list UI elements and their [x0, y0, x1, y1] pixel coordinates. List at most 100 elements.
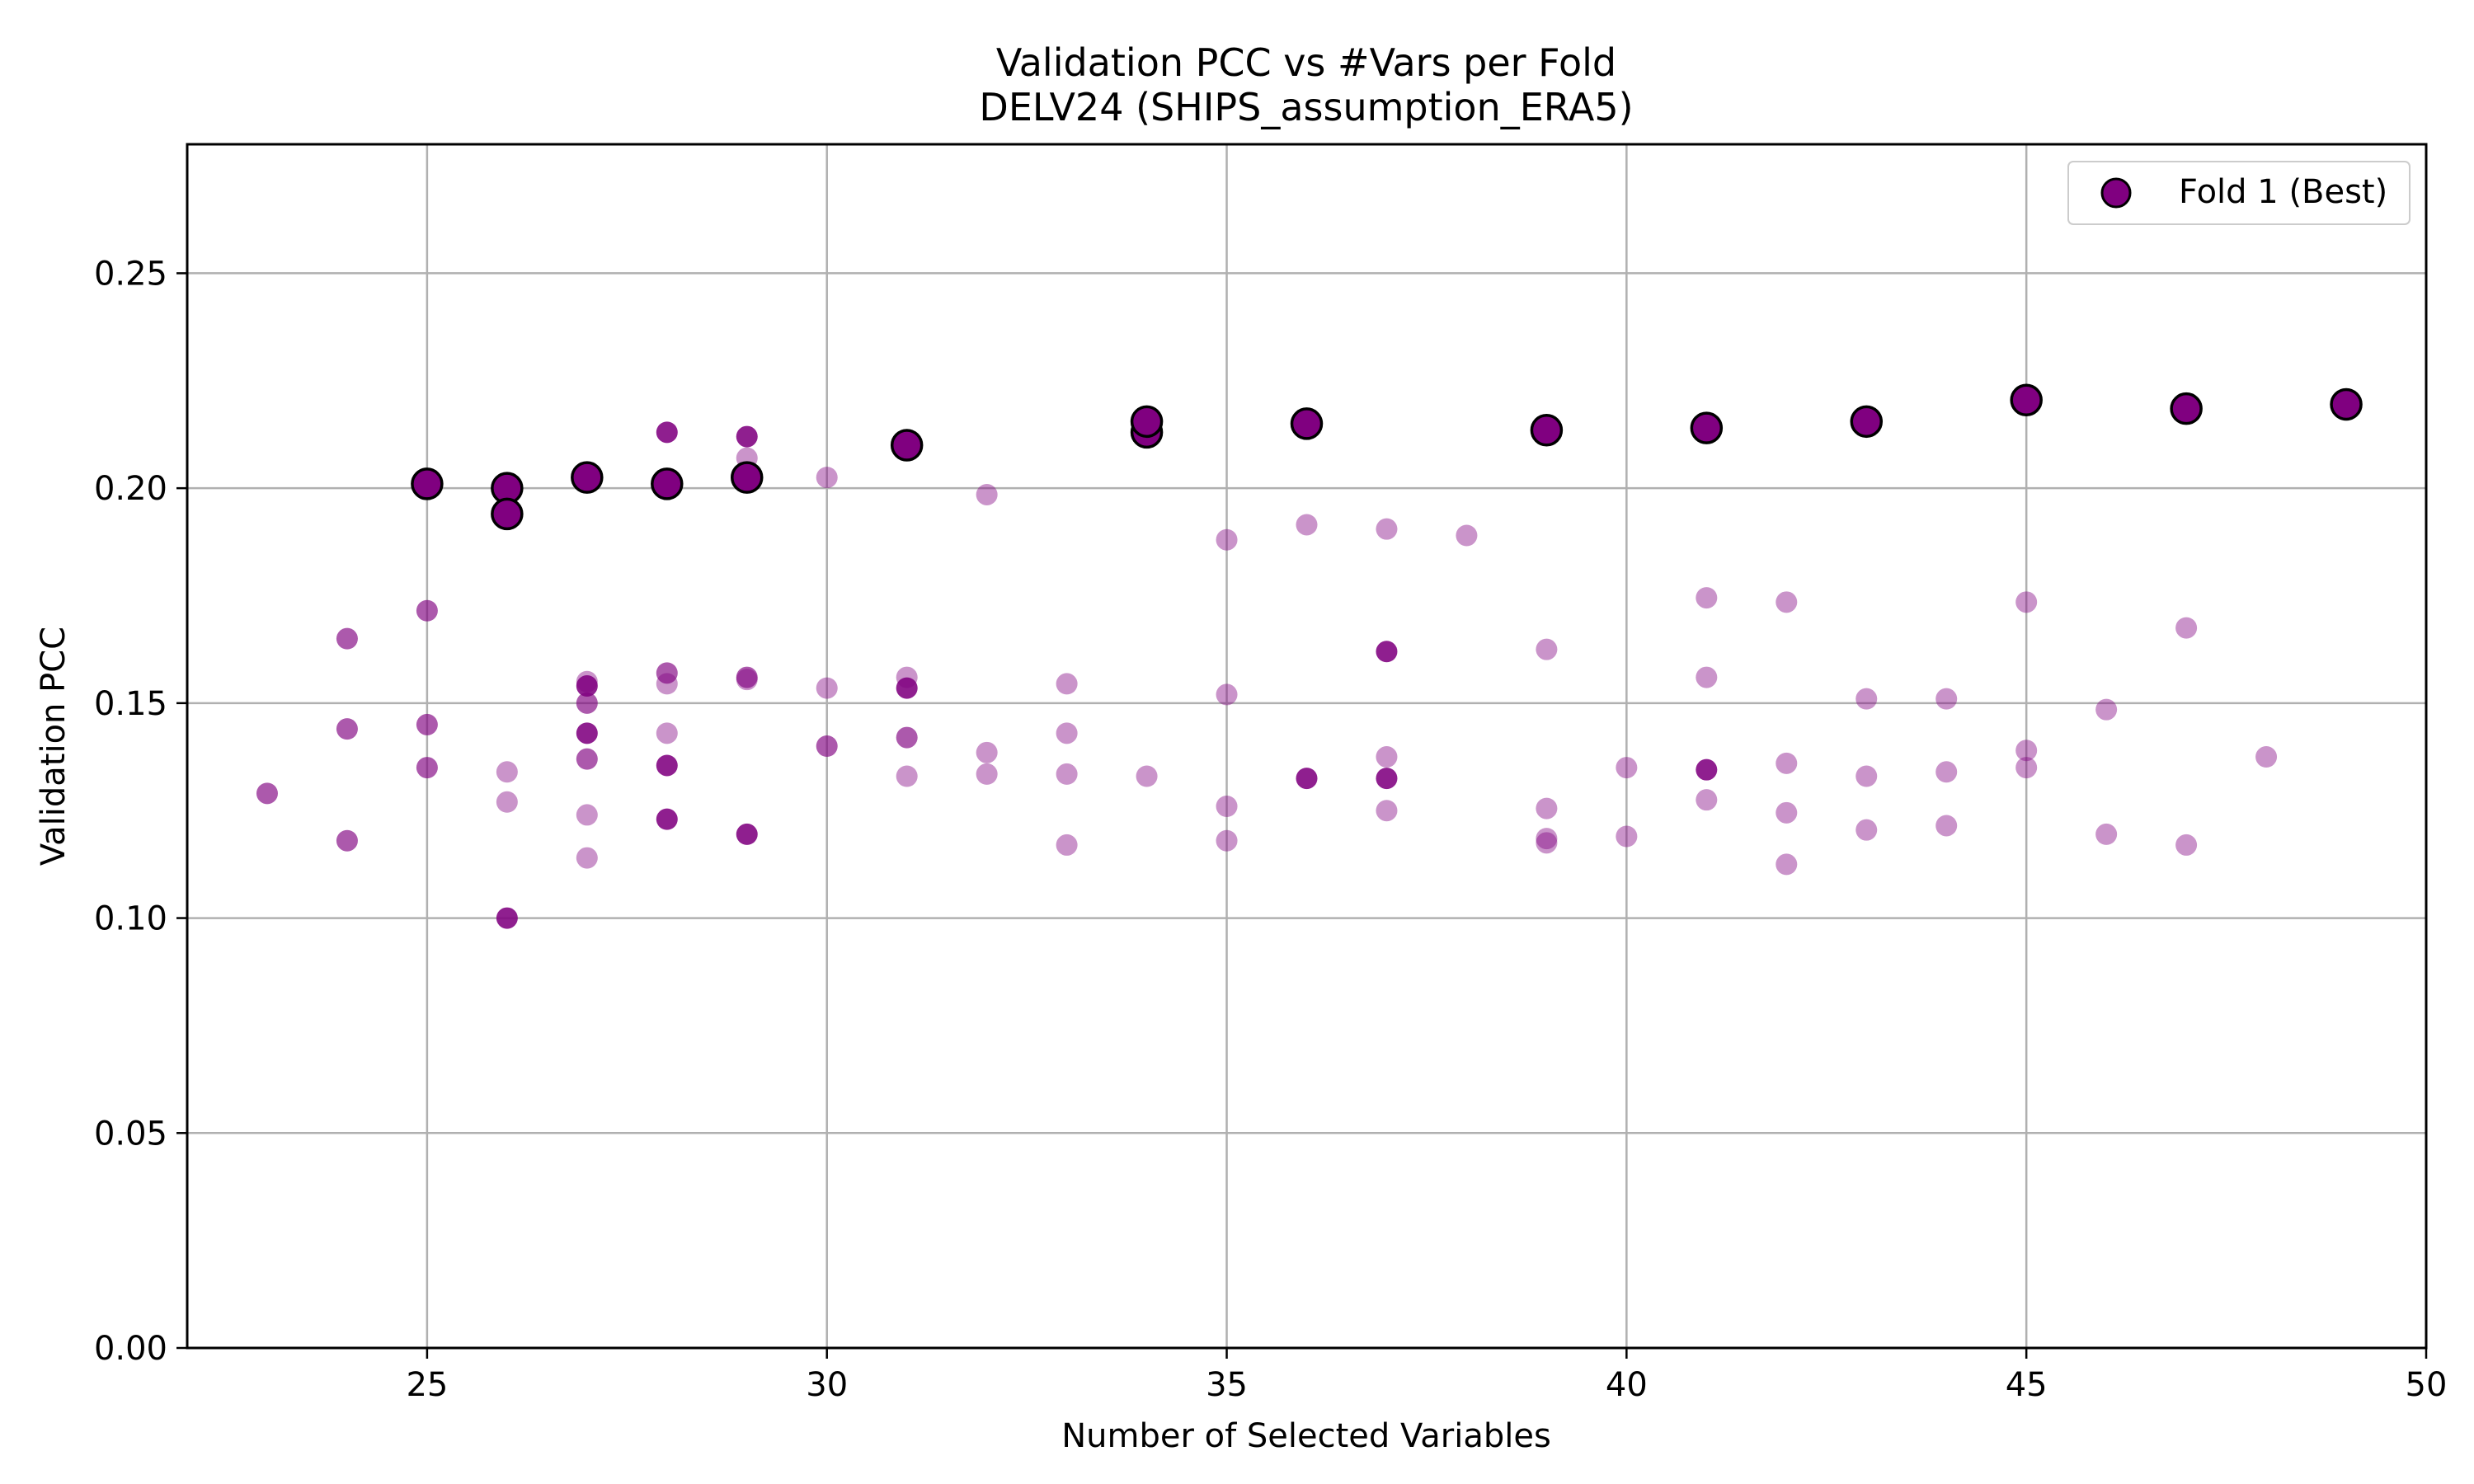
fold-point [2015, 757, 2038, 779]
fold-point [2255, 746, 2278, 768]
fold-point [416, 713, 438, 735]
y-axis-label: Validation PCC [35, 627, 73, 866]
x-tick-label: 35 [1206, 1366, 1248, 1404]
best-fold-point [651, 467, 684, 500]
fold-point [1935, 815, 1958, 837]
fold-point [656, 662, 678, 684]
x-tick-label: 45 [2006, 1366, 2048, 1404]
fold-point [1296, 768, 1318, 790]
fold-point [576, 692, 598, 714]
fold-point [416, 757, 438, 779]
y-tick-label: 0.05 [94, 1115, 167, 1153]
fold-point [2015, 591, 2038, 613]
axis-ticks: 25 30 35 40 45 50 0.00 0.05 0.10 0.15 0.20 0.25 [94, 255, 2448, 1404]
fold-point [816, 467, 838, 489]
fold-point [576, 804, 598, 826]
fold-point [1376, 518, 1398, 540]
best-fold-point [1850, 405, 1883, 439]
fold-point [976, 741, 998, 763]
fold-point [576, 722, 598, 744]
fold-point [2095, 698, 2118, 721]
fold-point [2095, 823, 2118, 845]
fold-point [1376, 641, 1398, 663]
best-fold-point [2330, 387, 2363, 421]
legend: Fold 1 (Best) [2067, 161, 2411, 225]
fold-point [496, 907, 518, 929]
fold-point [256, 782, 278, 805]
y-tick-label: 0.00 [94, 1330, 167, 1368]
fold-point [1776, 853, 1798, 876]
fold-point [1296, 514, 1318, 536]
fold-point [1056, 673, 1078, 695]
y-tick-label: 0.20 [94, 470, 167, 508]
fold-point [1696, 758, 1718, 781]
fold-point [896, 726, 918, 749]
best-fold-point [1530, 414, 1564, 447]
fold-point [736, 823, 758, 845]
fold-point [1856, 765, 1878, 787]
fold-point [656, 808, 678, 830]
fold-point [576, 847, 598, 869]
x-tick-label: 30 [806, 1366, 848, 1404]
fold-point [1935, 761, 1958, 783]
chart-subtitle: DELV24 (SHIPS_assumption_ERA5) [979, 85, 1633, 129]
fold-point [1776, 752, 1798, 774]
y-tick-label: 0.10 [94, 900, 167, 938]
fold-point [2175, 834, 2198, 856]
fold-point [496, 761, 518, 783]
fold-point [1216, 829, 1238, 852]
y-tick-label: 0.25 [94, 255, 167, 293]
fold-point [1536, 638, 1558, 660]
x-tick-label: 50 [2406, 1366, 2448, 1404]
fold-point [1216, 796, 1238, 817]
chart-title: Validation PCC vs #Vars per Fold [996, 40, 1616, 85]
fold-point [736, 425, 758, 448]
best-fold-point [890, 429, 924, 462]
fold-point [1616, 825, 1638, 848]
fold-point [496, 791, 518, 813]
fold-point [2175, 617, 2198, 639]
fold-point [1376, 746, 1398, 768]
best-fold-point [2170, 392, 2203, 425]
fold-point [336, 718, 358, 740]
fold-point [1056, 722, 1078, 744]
fold-point [896, 677, 918, 699]
fold-point [1056, 834, 1078, 856]
best-fold-point [731, 461, 764, 494]
fold-point [1536, 828, 1558, 850]
fold-point [1216, 683, 1238, 706]
fold-point [1616, 757, 1638, 779]
legend-marker [2100, 177, 2132, 209]
fold-point [1776, 591, 1798, 613]
plot-frame [186, 143, 2428, 1350]
best-fold-point [1130, 405, 1164, 439]
best-fold-point [1690, 411, 1724, 444]
best-fold-point [1290, 407, 1324, 440]
best-fold-point [571, 461, 604, 494]
fold-point [1216, 528, 1238, 551]
fold-point [816, 735, 838, 757]
fold-point [1136, 765, 1158, 787]
fold-point [1776, 801, 1798, 824]
fold-point [736, 666, 758, 688]
fold-point [1856, 819, 1878, 841]
fold-point [976, 763, 998, 785]
fold-point [576, 675, 598, 697]
fold-point [1536, 797, 1558, 819]
x-axis-label: Number of Selected Variables [1061, 1417, 1551, 1455]
legend-box [2067, 161, 2411, 225]
fold-point [416, 599, 438, 622]
fold-point [1376, 768, 1398, 790]
best-fold-point [491, 497, 524, 531]
fold-point [2015, 740, 2038, 762]
fold-point [1856, 688, 1878, 710]
fold-point [656, 754, 678, 777]
fold-point [1696, 587, 1718, 609]
fold-point [1935, 688, 1958, 710]
best-fold-point [411, 467, 444, 500]
fold-point [1536, 832, 1558, 854]
data-points [256, 383, 2363, 929]
